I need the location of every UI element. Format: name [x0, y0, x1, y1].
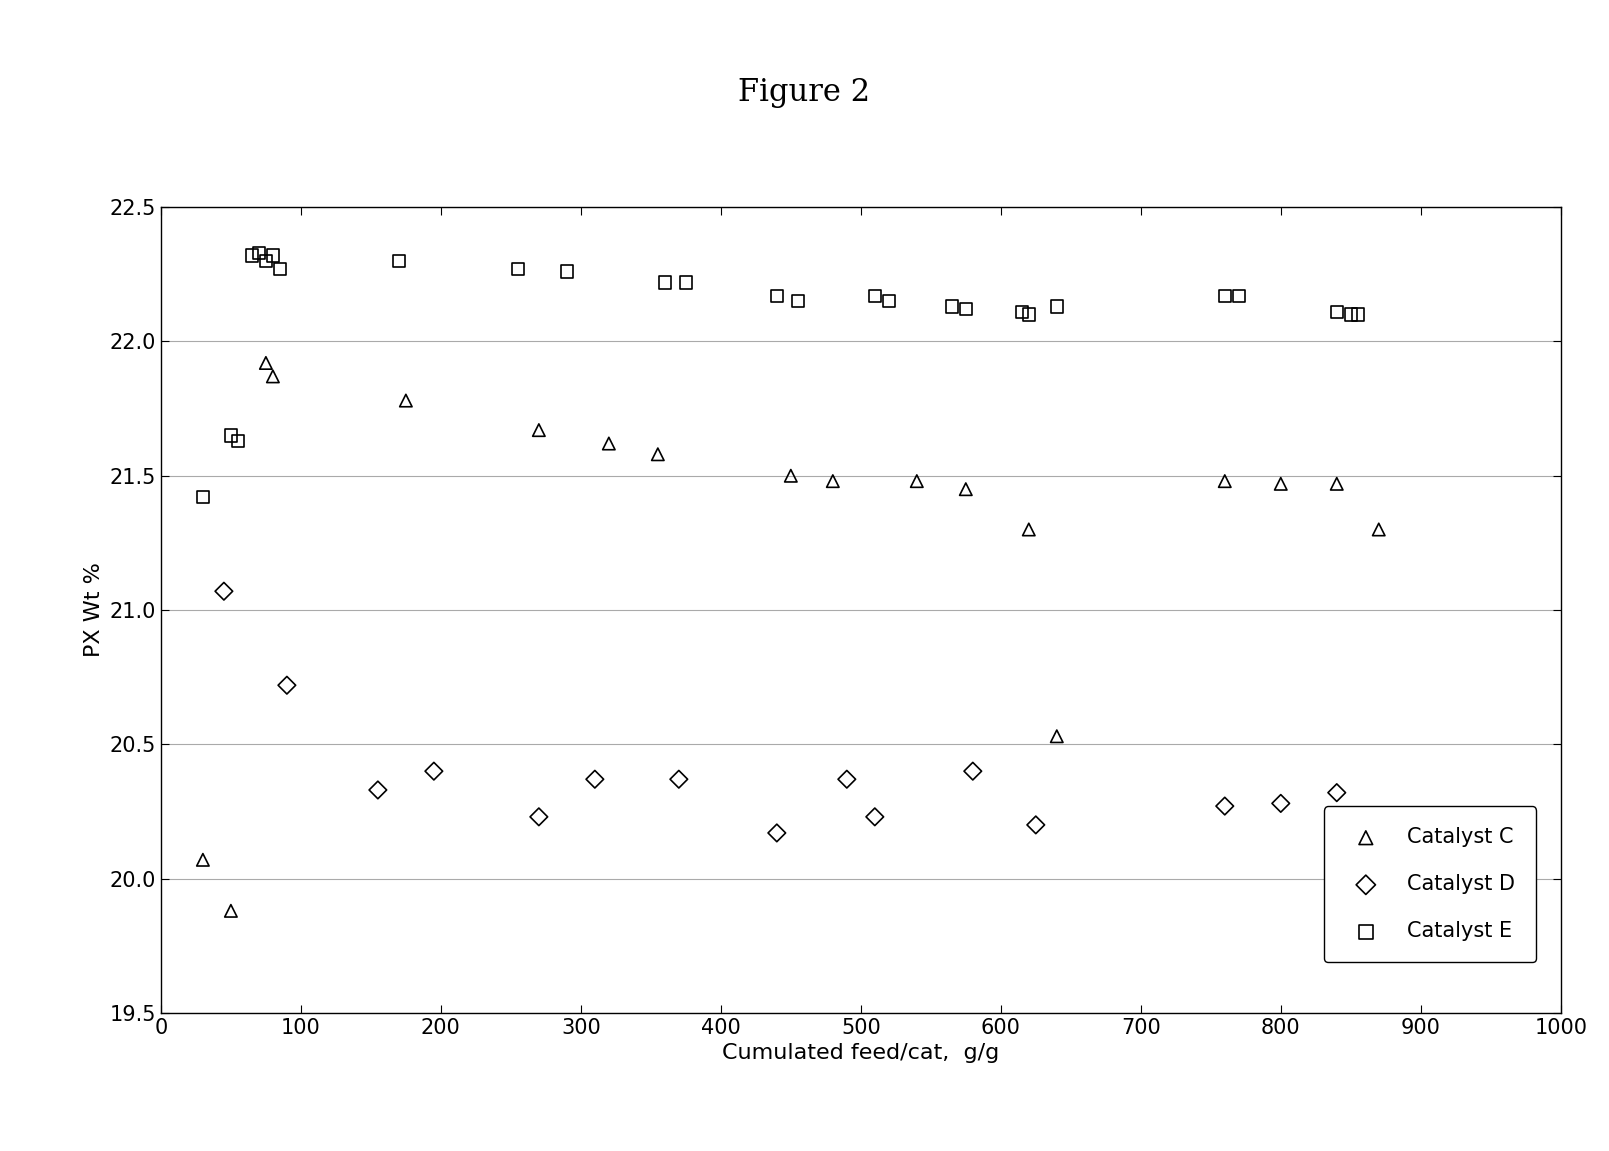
- Catalyst C: [1212, 472, 1237, 490]
- Catalyst C: [953, 480, 978, 498]
- Legend: Catalyst C, Catalyst D, Catalyst E: Catalyst C, Catalyst D, Catalyst E: [1324, 807, 1537, 962]
- Catalyst E: [1324, 303, 1350, 321]
- Catalyst E: [785, 292, 811, 311]
- Catalyst D: [666, 770, 692, 788]
- Catalyst C: [1044, 727, 1070, 746]
- Catalyst C: [190, 851, 216, 869]
- Catalyst C: [1015, 520, 1041, 539]
- Catalyst E: [505, 260, 531, 279]
- Catalyst D: [862, 808, 888, 826]
- Catalyst D: [1023, 816, 1049, 834]
- Catalyst D: [582, 770, 608, 788]
- Catalyst E: [240, 246, 265, 265]
- Catalyst E: [253, 252, 278, 270]
- Catalyst C: [393, 391, 418, 410]
- Catalyst C: [261, 367, 286, 386]
- Catalyst D: [833, 770, 859, 788]
- Catalyst C: [1268, 474, 1294, 493]
- Catalyst E: [1345, 305, 1371, 323]
- Catalyst D: [1324, 784, 1350, 802]
- Catalyst C: [777, 466, 803, 485]
- Catalyst C: [1366, 520, 1392, 539]
- Catalyst C: [217, 901, 245, 920]
- Catalyst E: [953, 300, 978, 319]
- Catalyst C: [1324, 474, 1350, 493]
- Catalyst E: [673, 273, 698, 291]
- Y-axis label: PX Wt %: PX Wt %: [84, 563, 105, 657]
- Catalyst E: [1226, 287, 1252, 305]
- Catalyst E: [940, 297, 965, 315]
- Catalyst E: [1212, 287, 1237, 305]
- Catalyst E: [267, 260, 293, 279]
- Catalyst D: [526, 808, 552, 826]
- Catalyst D: [211, 582, 237, 601]
- Catalyst C: [526, 421, 552, 440]
- Catalyst C: [645, 445, 671, 464]
- Catalyst E: [764, 287, 790, 305]
- Catalyst E: [1337, 305, 1363, 323]
- Catalyst E: [386, 252, 412, 270]
- Catalyst E: [261, 246, 286, 265]
- Catalyst C: [904, 472, 930, 490]
- Catalyst C: [253, 353, 278, 372]
- Catalyst E: [217, 426, 245, 444]
- Catalyst D: [1212, 796, 1237, 815]
- X-axis label: Cumulated feed/cat,  g/g: Cumulated feed/cat, g/g: [722, 1043, 999, 1064]
- Catalyst D: [422, 762, 447, 780]
- Catalyst D: [365, 780, 391, 799]
- Catalyst E: [190, 488, 216, 506]
- Catalyst D: [274, 676, 299, 694]
- Catalyst E: [553, 262, 579, 281]
- Catalyst E: [1015, 305, 1041, 323]
- Catalyst E: [225, 432, 251, 450]
- Catalyst D: [1268, 794, 1294, 813]
- Catalyst E: [1009, 303, 1035, 321]
- Catalyst E: [862, 287, 888, 305]
- Catalyst E: [652, 273, 677, 291]
- Catalyst E: [1044, 297, 1070, 315]
- Text: Figure 2: Figure 2: [739, 77, 870, 107]
- Catalyst C: [595, 434, 621, 452]
- Catalyst C: [821, 472, 846, 490]
- Catalyst D: [764, 824, 790, 843]
- Catalyst E: [246, 244, 272, 262]
- Catalyst D: [961, 762, 986, 780]
- Catalyst E: [875, 292, 901, 311]
